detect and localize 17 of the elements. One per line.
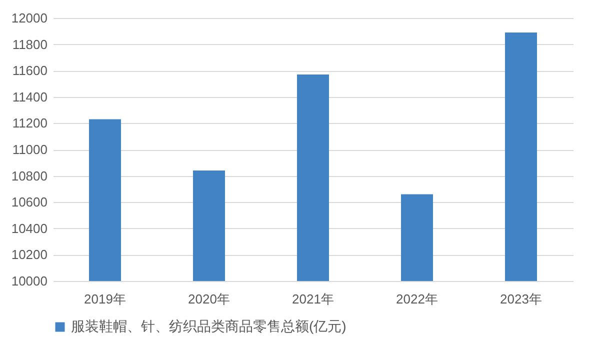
x-tick-label: 2022年 <box>396 292 438 306</box>
y-tick-label: 10400 <box>11 220 48 236</box>
y-tick-label: 12000 <box>11 10 48 26</box>
y-tick-label: 11200 <box>12 116 48 131</box>
x-tick-label: 2019年 <box>84 292 126 306</box>
y-tick-label: 11600 <box>12 63 48 78</box>
x-tick-label: 2021年 <box>292 292 334 306</box>
y-tick-label: 10000 <box>11 274 48 288</box>
y-tick-label: 10600 <box>11 194 48 210</box>
y-tick-label: 11000 <box>12 142 48 157</box>
y-tick-label: 10200 <box>11 247 48 262</box>
x-tick-label: 2020年 <box>188 292 230 306</box>
y-tick-label: 11400 <box>12 89 48 104</box>
y-tick-label: 11800 <box>12 36 48 52</box>
legend-label: 服装鞋帽、针、纺织品类商品零售总额(亿元) <box>71 318 346 334</box>
x-tick-label: 2023年 <box>500 292 542 306</box>
y-tick-label: 10800 <box>11 168 48 184</box>
